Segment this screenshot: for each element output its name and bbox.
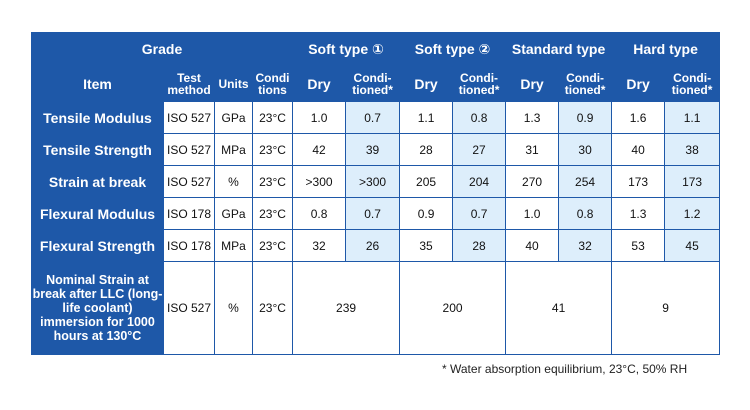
item-header: Item xyxy=(31,65,164,102)
dry-value-cell: 32 xyxy=(292,229,347,262)
conditions-header: Condi tions xyxy=(251,65,294,102)
dry-value-cell: 270 xyxy=(505,165,560,198)
conditioned-value-cell: 26 xyxy=(345,229,401,262)
test-method-cell: ISO 178 xyxy=(163,229,215,262)
properties-table: Grade Soft type ① Soft type ② Standard t… xyxy=(30,32,721,355)
condition-cell: 23°C xyxy=(251,133,294,166)
dry-value-cell: 1.3 xyxy=(505,101,560,134)
row-item-label: Tensile Modulus xyxy=(31,101,164,134)
dry-value-cell: 0.8 xyxy=(292,197,347,230)
table-row: Flexural Modulus ISO 178 GPa 23°C 0.8 0.7 0.9 0… xyxy=(31,197,721,230)
conditioned-value-cell: 173 xyxy=(664,165,721,198)
dry-header: Dry xyxy=(399,65,454,102)
test-method-cell: ISO 527 xyxy=(163,165,215,198)
dry-header: Dry xyxy=(292,65,347,102)
unit-cell: MPa xyxy=(214,133,253,166)
condition-cell: 23°C xyxy=(251,165,294,198)
table-row: Strain at break ISO 527% 23°C >300 >300 205 20… xyxy=(31,165,721,198)
dry-value-cell: 31 xyxy=(505,133,560,166)
unit-cell: % xyxy=(214,261,253,355)
footnote: * Water absorption equilibrium, 23°C, 50… xyxy=(442,362,688,376)
condition-cell: 23°C xyxy=(251,101,294,134)
conditioned-value-cell: 39 xyxy=(345,133,401,166)
condition-cell: 23°C xyxy=(251,197,294,230)
conditioned-value-cell: 45 xyxy=(664,229,721,262)
test-method-cell: ISO 527 xyxy=(163,261,215,355)
grade-header: Grade xyxy=(30,32,294,66)
dry-value-cell: 1.1 xyxy=(399,101,454,134)
conditioned-value-cell: 204 xyxy=(452,165,507,198)
conditioned-header: Condi- tioned* xyxy=(452,65,507,102)
unit-cell: GPa xyxy=(214,197,253,230)
dry-value-cell: 28 xyxy=(399,133,454,166)
dry-value-cell: 53 xyxy=(611,229,666,262)
conditioned-value-cell: 38 xyxy=(664,133,721,166)
row-item-label: Flexural Modulus xyxy=(31,197,164,230)
dry-value-cell: 1.3 xyxy=(611,197,666,230)
conditioned-value-cell: 1.2 xyxy=(664,197,721,230)
conditioned-value-cell: 0.8 xyxy=(452,101,507,134)
dry-value-cell: 42 xyxy=(292,133,347,166)
table-row: Tensile Strength ISO 527 MPa 23°C 42 39 28 27 31… xyxy=(31,133,721,166)
conditioned-value-cell: >300 xyxy=(345,165,401,198)
conditioned-value-cell: 0.8 xyxy=(558,197,613,230)
dry-value-cell: 40 xyxy=(505,229,560,262)
value-cell: 239 xyxy=(292,261,401,355)
dry-value-cell: 35 xyxy=(399,229,454,262)
dry-value-cell: 1.6 xyxy=(611,101,666,134)
row-item-label: Flexural Strength xyxy=(31,229,164,262)
condition-cell: 23°C xyxy=(251,229,294,262)
table-row: Tensile Modulus ISO 527 GPa 23°C 1.0 0.7 1.1 0.… xyxy=(31,101,721,134)
conditioned-value-cell: 0.7 xyxy=(452,197,507,230)
value-cell: 9 xyxy=(611,261,721,355)
condition-cell: 23°C xyxy=(251,261,294,355)
conditioned-value-cell: 32 xyxy=(558,229,613,262)
conditioned-value-cell: 28 xyxy=(452,229,507,262)
conditioned-value-cell: 254 xyxy=(558,165,613,198)
dry-header: Dry xyxy=(611,65,666,102)
dry-header: Dry xyxy=(505,65,560,102)
value-cell: 200 xyxy=(399,261,507,355)
dry-value-cell: 173 xyxy=(611,165,666,198)
dry-value-cell: 0.9 xyxy=(399,197,454,230)
conditioned-value-cell: 27 xyxy=(452,133,507,166)
test-method-cell: ISO 527 xyxy=(163,101,215,134)
conditioned-header: Condi- tioned* xyxy=(558,65,613,102)
unit-cell: GPa xyxy=(214,101,253,134)
test-method-header: Test method xyxy=(163,65,215,102)
conditioned-value-cell: 0.7 xyxy=(345,101,401,134)
dry-value-cell: 1.0 xyxy=(292,101,347,134)
row-item-label: Tensile Strength xyxy=(31,133,164,166)
row-item-label: Nominal Strain at break after LLC (long-… xyxy=(31,261,164,355)
unit-cell: MPa xyxy=(214,229,253,262)
test-method-cell: ISO 527 xyxy=(163,133,215,166)
dry-value-cell: 1.0 xyxy=(505,197,560,230)
table-row: Flexural Strength ISO 178 MPa 23°C 32 26 35 28 4… xyxy=(31,229,721,262)
type-header-soft-1: Soft type ① xyxy=(292,32,401,66)
conditioned-header: Condi- tioned* xyxy=(345,65,401,102)
dry-value-cell: 205 xyxy=(399,165,454,198)
conditioned-value-cell: 30 xyxy=(558,133,613,166)
type-header-standard: Standard type xyxy=(505,32,613,66)
type-header-hard: Hard type xyxy=(611,32,721,66)
dry-value-cell: >300 xyxy=(292,165,347,198)
table-row-llc: Nominal Strain at break after LLC (long-… xyxy=(31,261,721,355)
conditioned-value-cell: 1.1 xyxy=(664,101,721,134)
conditioned-value-cell: 0.9 xyxy=(558,101,613,134)
row-item-label: Strain at break xyxy=(31,165,164,198)
unit-cell: % xyxy=(214,165,253,198)
dry-value-cell: 40 xyxy=(611,133,666,166)
conditioned-value-cell: 0.7 xyxy=(345,197,401,230)
test-method-cell: ISO 178 xyxy=(163,197,215,230)
type-header-soft-2: Soft type ② xyxy=(399,32,507,66)
value-cell: 41 xyxy=(505,261,613,355)
units-header: Units xyxy=(214,65,253,102)
conditioned-header: Condi- tioned* xyxy=(664,65,721,102)
